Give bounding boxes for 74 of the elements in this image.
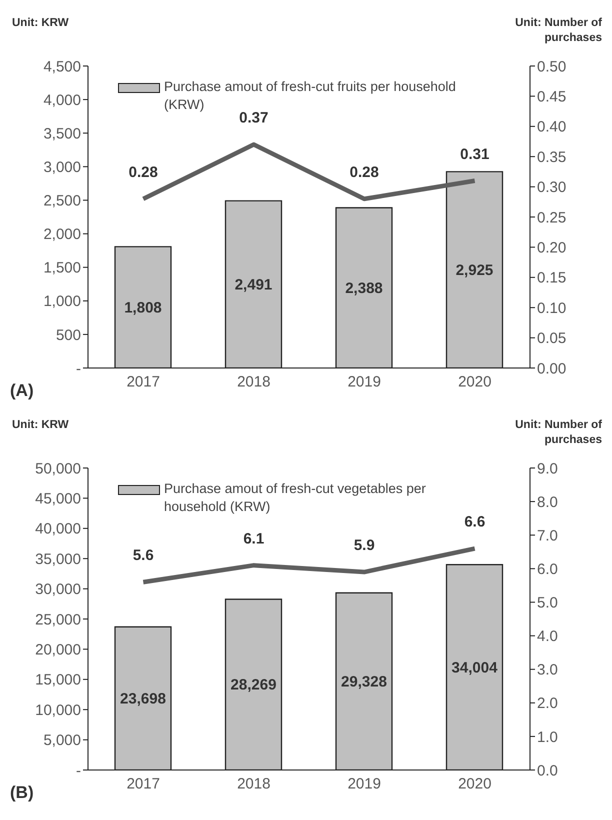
y2-tick-label: 0.10: [537, 300, 566, 317]
y-tick-label: 1,500: [43, 260, 81, 277]
y-tick-label: 20,000: [35, 642, 81, 659]
y2-tick-label: 0.30: [537, 179, 566, 196]
y2-tick-label: 5.0: [537, 594, 558, 612]
x-tick-label: 2020: [458, 374, 492, 391]
y2-tick-label: 0.50: [537, 58, 566, 76]
y2-tick-label: 2.0: [537, 695, 558, 712]
y-tick-label: 4,000: [43, 92, 81, 109]
data-label: 34,004: [452, 659, 498, 676]
y2-tick-label: 9.0: [537, 460, 558, 478]
y2-tick-label: 8.0: [537, 494, 558, 511]
data-label: 0.28: [350, 164, 379, 181]
x-tick-label: 2018: [237, 776, 270, 793]
y-tick-label: 3,000: [43, 158, 81, 176]
x-tick-label: 2020: [458, 776, 492, 793]
y-tick-label: 3,500: [43, 125, 81, 142]
y-tick-label: 30,000: [35, 581, 81, 598]
y2-tick-label: 0.25: [537, 209, 566, 226]
y2-tick-label: 0.40: [537, 118, 566, 136]
data-label: 2,925: [456, 262, 494, 279]
y-tick-label: 25,000: [35, 611, 81, 628]
x-tick-label: 2017: [126, 776, 160, 793]
data-label: 28,269: [230, 676, 276, 694]
text: Unit: KRW: [12, 16, 70, 31]
data-label: 2,388: [345, 280, 383, 297]
y2-tick-label: 3.0: [537, 662, 558, 679]
y-tick-label: 50,000: [35, 460, 81, 478]
y-tick-label: 35,000: [35, 550, 81, 568]
x-tick-label: 2019: [348, 776, 381, 793]
data-label: 0.28: [128, 164, 158, 181]
data-label: 23,698: [120, 690, 166, 708]
y-tick-label: 4,500: [43, 58, 81, 76]
x-tick-label: 2017: [126, 374, 160, 391]
text: (B): [10, 782, 34, 804]
y2-tick-label: 0.35: [537, 148, 566, 166]
text: Unit: KRW: [12, 418, 70, 433]
y2-tick-label: 0.00: [537, 360, 566, 378]
data-label: 5.6: [132, 547, 154, 564]
y2-tick-label: 4.0: [537, 628, 558, 646]
y2-tick-label: 0.20: [537, 240, 566, 257]
data-label: 2,491: [234, 276, 272, 294]
y-tick-label: 10,000: [35, 702, 81, 719]
y2-tick-label: 1.0: [537, 728, 558, 746]
y-tick-label: 15,000: [35, 672, 81, 689]
y2-tick-label: 6.0: [537, 560, 558, 578]
y2-tick-label: 0.15: [537, 270, 566, 287]
y2-tick-label: 0.45: [537, 88, 566, 106]
text: (A): [10, 380, 34, 402]
y-tick-label: -: [76, 360, 81, 378]
y-tick-label: 1,000: [43, 293, 81, 310]
y2-tick-label: 0.0: [537, 762, 558, 780]
x-tick-label: 2018: [237, 374, 270, 391]
y-tick-label: 500: [56, 326, 81, 344]
text: Unit: Number of purchases: [514, 16, 602, 46]
data-label: 1,808: [124, 299, 162, 316]
y-tick-label: 45,000: [35, 490, 81, 508]
y-tick-label: 2,500: [43, 192, 81, 210]
y-tick-label: -: [76, 762, 81, 780]
y2-tick-label: 7.0: [537, 527, 558, 544]
data-label: 29,328: [341, 673, 387, 690]
y-tick-label: 5,000: [43, 732, 81, 750]
y2-tick-label: 0.05: [537, 330, 566, 348]
y-tick-label: 2,000: [43, 226, 81, 244]
legend-label: Purchase amout of fresh-cut fruits per household (KRW): [164, 79, 456, 112]
y-tick-label: 40,000: [35, 520, 81, 538]
data-label: 0.31: [460, 146, 490, 163]
data-label: 5.9: [354, 537, 375, 554]
x-tick-label: 2019: [348, 374, 381, 391]
text: Unit: Number of purchases: [514, 418, 602, 448]
legend-label: Purchase amout of fresh-cut vegetables per household (KRW): [164, 480, 427, 516]
data-label: 0.37: [239, 110, 268, 127]
data-label: 6.6: [464, 514, 486, 531]
data-label: 6.1: [243, 530, 264, 548]
